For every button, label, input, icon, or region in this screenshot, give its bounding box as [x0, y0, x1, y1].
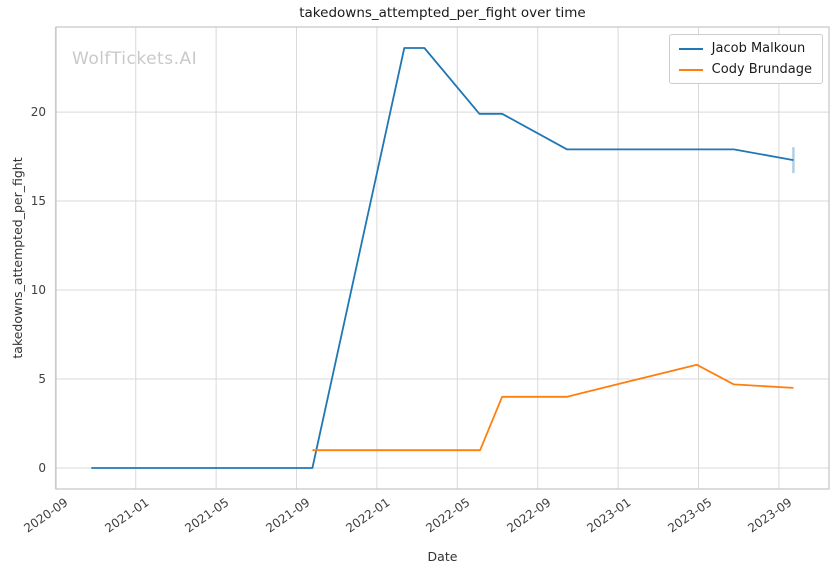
watermark: WolfTickets.AI: [72, 49, 198, 69]
series-line-cody-brundage: [312, 363, 794, 452]
y-axis-label: takedowns_attempted_per_fight: [10, 157, 25, 359]
plot-border: [55, 26, 830, 490]
legend: Jacob Malkoun Cody Brundage: [668, 34, 823, 84]
y-tick-label: 0: [38, 461, 46, 475]
gridlines: [54, 27, 829, 489]
legend-label: Jacob Malkoun: [711, 41, 806, 56]
y-tick-label: 5: [38, 372, 46, 387]
legend-entry-cody-brundage: Cody Brundage: [678, 62, 812, 77]
legend-entry-jacob-malkoun: Jacob Malkoun: [678, 41, 812, 56]
y-tick-label: 20: [30, 105, 46, 120]
series-line-jacob-malkoun: [91, 47, 794, 469]
legend-line-swatch: [678, 68, 703, 71]
x-axis-label: Date: [427, 549, 458, 564]
y-tick-label: 15: [30, 194, 46, 209]
y-tick-label: 10: [30, 283, 46, 298]
legend-label: Cody Brundage: [711, 62, 812, 77]
legend-line-swatch: [678, 47, 703, 50]
chart-title: takedowns_attempted_per_fight over time: [299, 5, 586, 21]
